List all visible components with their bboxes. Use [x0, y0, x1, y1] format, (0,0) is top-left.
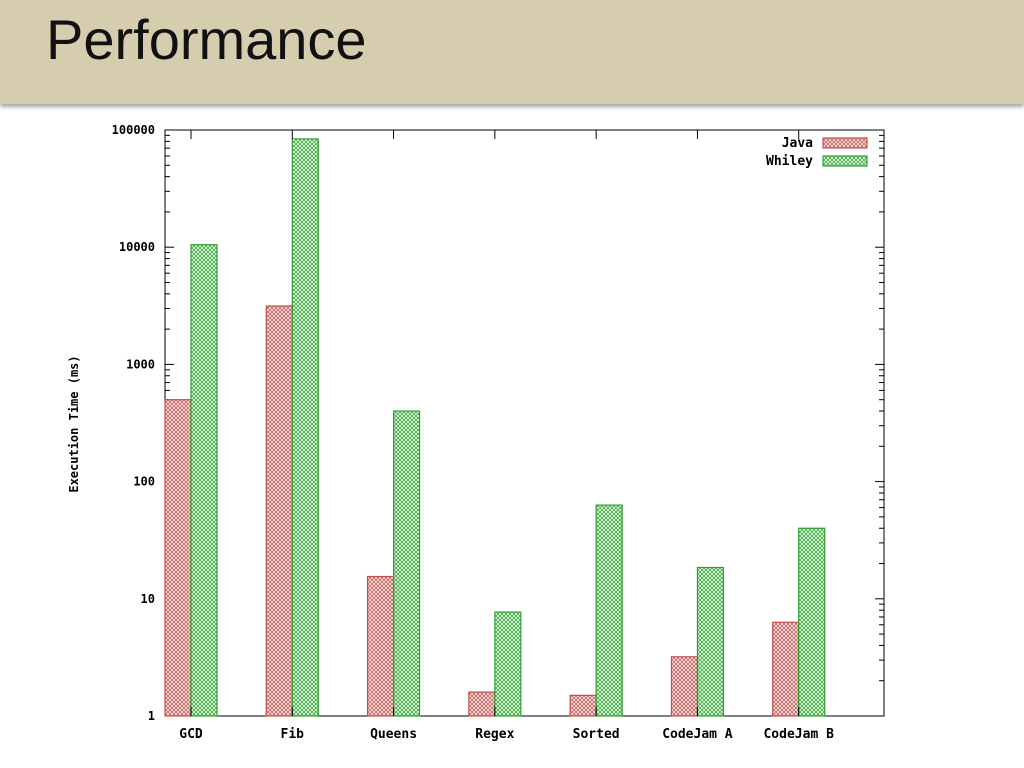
x-tick-label: CodeJam B — [763, 727, 834, 742]
title-band: Performance — [0, 0, 1024, 104]
bar-whiley — [595, 504, 623, 717]
y-tick-label: 10 — [141, 592, 155, 606]
legend-label: Whiley — [766, 154, 813, 169]
bar-java — [366, 575, 395, 717]
legend-label: Java — [782, 136, 813, 151]
x-tick-label: Fib — [281, 727, 305, 742]
y-axis-label: Execution Time (ms) — [67, 355, 81, 492]
legend-swatch — [822, 155, 868, 167]
bar-java — [569, 694, 597, 717]
slide-title: Performance — [46, 8, 367, 71]
y-tick-label: 1 — [148, 709, 155, 723]
x-tick-label: Regex — [475, 727, 514, 742]
y-tick-label: 10000 — [119, 240, 155, 254]
bar-whiley — [392, 410, 421, 717]
bar-java — [670, 656, 699, 717]
bar-whiley — [190, 244, 218, 717]
x-tick-label: GCD — [179, 727, 203, 742]
y-tick-label: 1000 — [126, 357, 155, 371]
bar-whiley — [291, 138, 319, 717]
bar-whiley — [494, 611, 522, 717]
y-tick-label: 100 — [133, 475, 155, 489]
bar-java — [265, 305, 293, 717]
x-tick-label: Queens — [370, 727, 417, 742]
legend-swatch — [822, 137, 868, 149]
x-tick-label: Sorted — [573, 727, 620, 742]
x-tick-label: CodeJam A — [662, 727, 733, 742]
bar-whiley — [798, 527, 826, 717]
y-tick-label: 100000 — [112, 123, 155, 137]
bar-whiley — [696, 566, 725, 717]
bar-java — [772, 621, 800, 717]
bar-java — [468, 691, 496, 717]
bar-java — [164, 399, 192, 717]
